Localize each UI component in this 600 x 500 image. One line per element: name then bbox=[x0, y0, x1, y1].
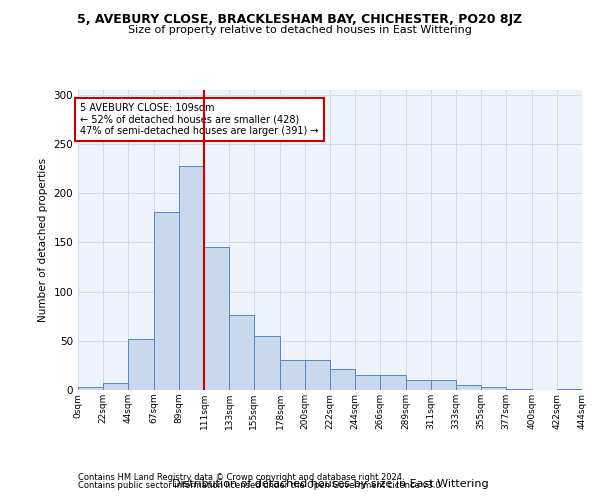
Bar bbox=[154, 212, 179, 390]
Bar bbox=[280, 360, 305, 390]
Bar bbox=[406, 380, 431, 390]
Text: Contains HM Land Registry data © Crown copyright and database right 2024.: Contains HM Land Registry data © Crown c… bbox=[78, 472, 404, 482]
Bar bbox=[380, 375, 406, 390]
Bar bbox=[103, 383, 128, 390]
Text: 5 AVEBURY CLOSE: 109sqm
← 52% of detached houses are smaller (428)
47% of semi-d: 5 AVEBURY CLOSE: 109sqm ← 52% of detache… bbox=[80, 103, 319, 136]
Text: Contains public sector information licensed under the Open Government Licence v3: Contains public sector information licen… bbox=[78, 481, 443, 490]
Bar bbox=[254, 336, 280, 390]
Bar bbox=[456, 385, 481, 390]
Bar bbox=[204, 248, 229, 390]
Bar bbox=[330, 370, 355, 390]
Text: Size of property relative to detached houses in East Wittering: Size of property relative to detached ho… bbox=[128, 25, 472, 35]
X-axis label: Distribution of detached houses by size in East Wittering: Distribution of detached houses by size … bbox=[172, 479, 488, 489]
Text: 5, AVEBURY CLOSE, BRACKLESHAM BAY, CHICHESTER, PO20 8JZ: 5, AVEBURY CLOSE, BRACKLESHAM BAY, CHICH… bbox=[77, 12, 523, 26]
Bar bbox=[305, 360, 330, 390]
Bar bbox=[229, 315, 254, 390]
Bar bbox=[431, 380, 456, 390]
Y-axis label: Number of detached properties: Number of detached properties bbox=[38, 158, 48, 322]
Bar bbox=[78, 387, 103, 390]
Bar bbox=[179, 166, 204, 390]
Bar bbox=[355, 375, 380, 390]
Bar bbox=[557, 389, 582, 390]
Bar bbox=[506, 389, 532, 390]
Bar bbox=[481, 387, 506, 390]
Bar bbox=[128, 339, 154, 390]
